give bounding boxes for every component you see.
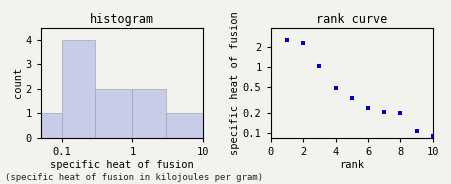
Point — [397, 112, 404, 115]
X-axis label: specific heat of fusion: specific heat of fusion — [50, 160, 193, 170]
Point — [348, 97, 355, 100]
Point — [364, 107, 372, 110]
Point — [429, 135, 437, 138]
Bar — [166, 114, 203, 138]
Text: (specific heat of fusion in kilojoules per gram): (specific heat of fusion in kilojoules p… — [5, 173, 262, 182]
Title: rank curve: rank curve — [316, 13, 387, 26]
Point — [413, 129, 420, 132]
Title: histogram: histogram — [90, 13, 154, 26]
Point — [381, 111, 388, 114]
Y-axis label: specific heat of fusion: specific heat of fusion — [230, 11, 240, 155]
Point — [332, 87, 339, 90]
Bar — [62, 40, 96, 138]
Bar — [41, 114, 62, 138]
Point — [299, 42, 307, 45]
Point — [283, 38, 290, 41]
Bar — [133, 89, 166, 138]
Bar — [96, 89, 133, 138]
X-axis label: rank: rank — [339, 160, 364, 170]
Y-axis label: count: count — [13, 67, 23, 98]
Point — [316, 64, 323, 67]
